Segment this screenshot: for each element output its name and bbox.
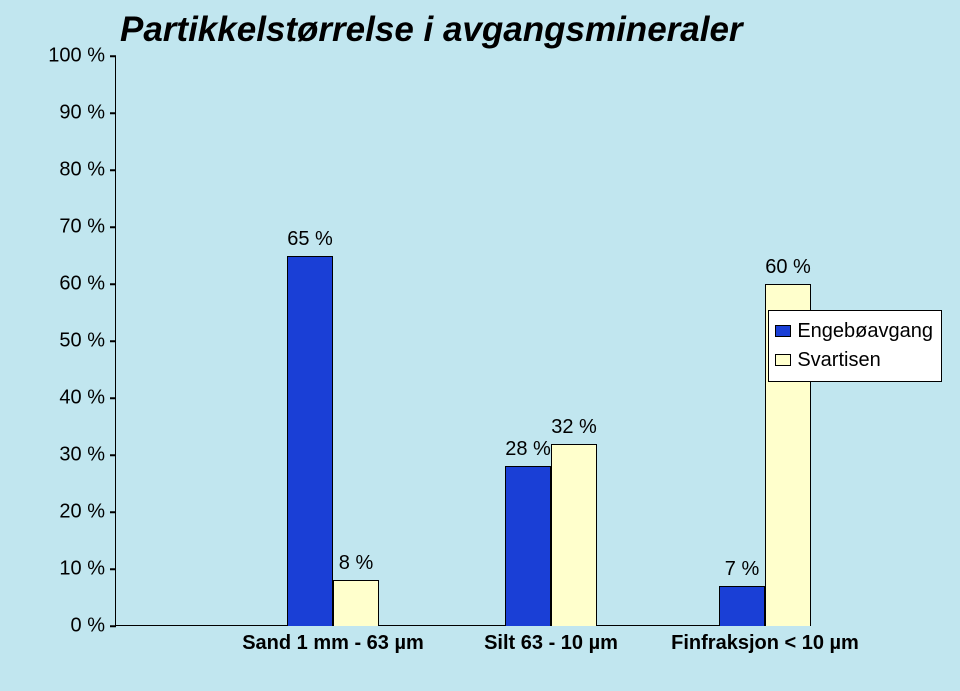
y-tick-label: 50 % xyxy=(5,330,105,353)
y-tick-mark xyxy=(110,568,116,570)
legend-swatch-b xyxy=(775,354,791,366)
y-tick-label: 10 % xyxy=(5,558,105,581)
y-tick-mark xyxy=(110,226,116,228)
y-tick-mark xyxy=(110,169,116,171)
y-tick-mark xyxy=(110,55,116,57)
legend-item-engeboavgang: Engebøavgang xyxy=(775,317,933,346)
y-tick-label: 100 % xyxy=(5,45,105,68)
bar-value-label: 7 % xyxy=(725,558,759,581)
x-tick-label: Finfraksjon < 10 µm xyxy=(671,632,859,655)
y-tick-mark xyxy=(110,511,116,513)
y-tick-label: 30 % xyxy=(5,444,105,467)
bar-engeboavgang: 65 % xyxy=(287,256,333,627)
y-tick-mark xyxy=(110,283,116,285)
y-tick-mark xyxy=(110,625,116,627)
y-tick-mark xyxy=(110,454,116,456)
bar-engeboavgang: 7 % xyxy=(719,586,765,626)
y-tick-mark xyxy=(110,397,116,399)
x-tick-label: Silt 63 - 10 µm xyxy=(484,632,618,655)
bar-value-label: 32 % xyxy=(551,416,597,439)
bar-svartisen: 32 % xyxy=(551,444,597,626)
bar-value-label: 28 % xyxy=(505,438,551,461)
y-tick-label: 0 % xyxy=(5,615,105,638)
legend: Engebøavgang Svartisen xyxy=(768,310,942,382)
y-tick-label: 90 % xyxy=(5,102,105,125)
bar-value-label: 8 % xyxy=(339,552,373,575)
bar-value-label: 60 % xyxy=(765,256,811,279)
y-tick-label: 80 % xyxy=(5,159,105,182)
legend-label: Engebøavgang xyxy=(797,317,933,346)
legend-swatch-a xyxy=(775,325,791,337)
y-tick-mark xyxy=(110,340,116,342)
bar-value-label: 65 % xyxy=(287,228,333,251)
x-tick-label: Sand 1 mm - 63 µm xyxy=(242,632,424,655)
legend-item-svartisen: Svartisen xyxy=(775,346,933,375)
y-tick-label: 70 % xyxy=(5,216,105,239)
chart-title: Partikkelstørrelse i avgangsmineraler xyxy=(120,10,743,50)
y-tick-label: 20 % xyxy=(5,501,105,524)
y-tick-label: 60 % xyxy=(5,273,105,296)
bar-engeboavgang: 28 % xyxy=(505,466,551,626)
legend-label: Svartisen xyxy=(797,346,880,375)
y-tick-mark xyxy=(110,112,116,114)
bar-svartisen: 8 % xyxy=(333,580,379,626)
plot-area xyxy=(115,56,755,626)
y-tick-label: 40 % xyxy=(5,387,105,410)
